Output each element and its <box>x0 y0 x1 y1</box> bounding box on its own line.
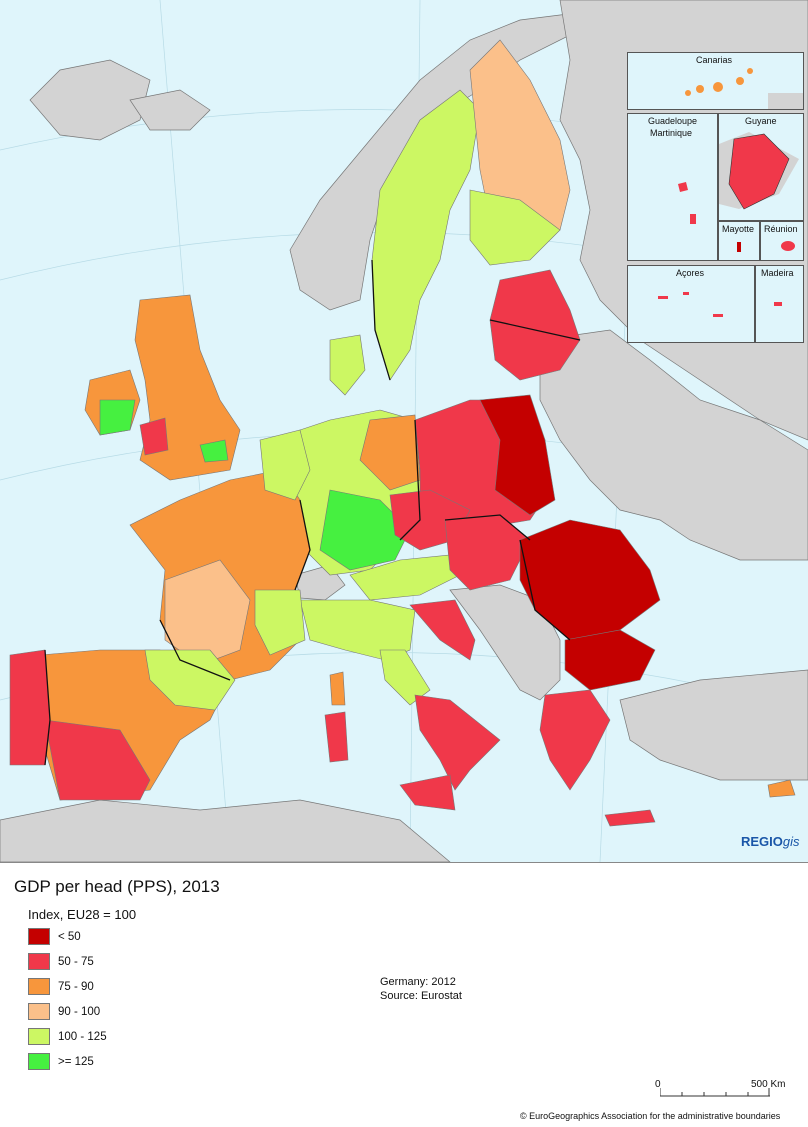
inset-guyane: Guyane <box>718 113 804 221</box>
romania <box>519 519 661 641</box>
inset-reunion: Réunion <box>760 221 804 261</box>
mayotte-island <box>737 242 741 252</box>
balkans <box>449 584 561 701</box>
canarias-islands <box>685 68 803 109</box>
regiogis-suffix: gis <box>782 834 800 849</box>
regiogis-brand: REGIO <box>741 834 783 849</box>
legend-item-gte125: >= 125 <box>28 1053 94 1070</box>
bulgaria <box>564 629 656 691</box>
madeira-island <box>774 302 782 306</box>
scale-start-label: 0 <box>655 1079 661 1090</box>
guadeloupe-martinique-islands <box>678 182 696 224</box>
north-africa <box>0 799 451 862</box>
legend-item-100-125: 100 - 125 <box>28 1028 107 1045</box>
sicily <box>399 774 456 811</box>
regiogis-logo: REGIOgis <box>741 834 800 849</box>
note-germany: Germany: 2012 <box>380 976 456 988</box>
crete <box>604 809 656 827</box>
map-title: GDP per head (PPS), 2013 <box>14 877 220 896</box>
spain-northeast <box>144 649 236 711</box>
inset-label-madeira: Madeira <box>761 268 794 278</box>
spain-south <box>44 719 151 801</box>
legend-label: 100 - 125 <box>58 1030 107 1043</box>
inset-mayotte: Mayotte <box>718 221 760 261</box>
legend-item-lt50: < 50 <box>28 928 81 945</box>
iceland <box>129 89 211 131</box>
legend-subtitle: Index, EU28 = 100 <box>28 907 137 922</box>
cyprus <box>767 779 796 798</box>
copyright-note: © EuroGeographics Association for the ad… <box>520 1111 781 1121</box>
legend-swatch <box>28 953 50 970</box>
inset-madeira: Madeira <box>755 265 804 343</box>
inset-label-acores: Açores <box>676 268 705 278</box>
legend-swatch <box>28 1053 50 1070</box>
belarus-ukraine <box>539 329 808 561</box>
legend-label: >= 125 <box>58 1055 94 1068</box>
scale-bar <box>660 1088 770 1097</box>
legend-label: 75 - 90 <box>58 980 94 993</box>
acores-islands <box>658 292 723 317</box>
legend-item-90-100: 90 - 100 <box>28 1003 100 1020</box>
inset-label-guyane: Guyane <box>745 116 777 126</box>
sardinia <box>324 711 349 763</box>
reunion-island <box>781 241 795 251</box>
inset-guadeloupe-martinique: Guadeloupe Martinique <box>627 113 718 261</box>
poland-east <box>479 394 556 516</box>
eu-regions <box>9 39 796 827</box>
hungary-slovakia <box>444 514 531 591</box>
finland-south <box>469 189 561 266</box>
inset-label-martinique: Martinique <box>650 128 693 138</box>
legend-item-50-75: 50 - 75 <box>28 953 94 970</box>
inset-label-mayotte: Mayotte <box>722 224 755 234</box>
italy-south <box>414 694 501 791</box>
legend-label: < 50 <box>58 930 81 943</box>
wales <box>139 417 169 456</box>
europe-map <box>0 0 808 862</box>
croatia-slovenia <box>409 599 476 661</box>
legend-swatch <box>28 978 50 995</box>
portugal <box>9 649 51 766</box>
map-canvas: Canarias Guadeloupe Martinique Guyane Ma… <box>0 0 808 862</box>
guyane-territory <box>719 132 799 210</box>
legend-swatch <box>28 1003 50 1020</box>
scale-end-label: 500 Km <box>751 1079 786 1090</box>
london <box>199 439 229 463</box>
legend-label: 50 - 75 <box>58 955 94 968</box>
legend-swatch <box>28 1028 50 1045</box>
legend-label: 90 - 100 <box>58 1005 101 1018</box>
corsica <box>329 671 346 706</box>
ireland-east <box>99 399 136 436</box>
germany-east <box>359 414 421 491</box>
bavaria <box>319 489 411 571</box>
greece <box>539 689 611 791</box>
baltics <box>489 269 581 381</box>
benelux <box>259 429 311 501</box>
note-source: Source: Eurostat <box>380 990 462 1002</box>
inset-label-guadeloupe: Guadeloupe <box>648 116 698 126</box>
denmark <box>329 334 366 396</box>
france-rhone <box>254 589 306 656</box>
inset-acores: Açores <box>627 265 755 343</box>
inset-label-reunion: Réunion <box>764 224 798 234</box>
legend-item-75-90: 75 - 90 <box>28 978 94 995</box>
legend-panel <box>0 862 808 1127</box>
legend-swatch <box>28 928 50 945</box>
france-south <box>164 559 251 666</box>
turkey <box>619 669 808 781</box>
inset-canarias: Canarias <box>627 52 804 110</box>
inset-label-canarias: Canarias <box>696 55 733 65</box>
national-borders <box>44 259 581 766</box>
